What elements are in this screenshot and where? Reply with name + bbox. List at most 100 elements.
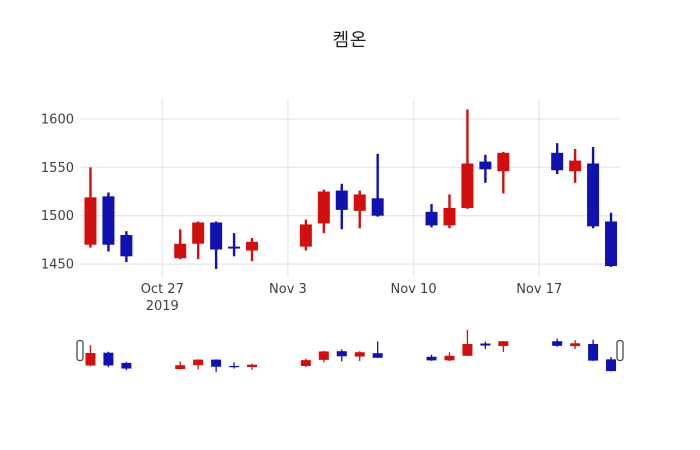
candle[interactable] [228, 233, 241, 257]
candle-body [371, 198, 384, 216]
mini-candle [247, 363, 258, 370]
candle-body [551, 152, 564, 171]
rangeslider-handle-right[interactable] [616, 339, 624, 362]
mini-candle-body [606, 359, 617, 372]
candle[interactable] [461, 109, 474, 209]
candle-body [299, 224, 312, 247]
mini-candle-body [211, 359, 222, 367]
mini-candle [103, 351, 114, 368]
mini-candle-body [588, 344, 599, 361]
mini-candle-body [300, 360, 311, 366]
mini-candle-body [247, 364, 258, 368]
candle[interactable] [210, 221, 223, 269]
mini-candle-body [103, 352, 114, 366]
candle-body [210, 222, 223, 250]
y-tick-label: 1600 [41, 113, 74, 128]
mini-candle [570, 340, 581, 350]
x-tick-label: Nov 10 [391, 282, 437, 297]
mini-candle-body [426, 356, 437, 361]
candle[interactable] [587, 147, 600, 229]
mini-candle [552, 338, 563, 347]
mini-candle [426, 354, 437, 361]
y-tick-label: 1550 [41, 161, 74, 176]
candle-body [84, 197, 97, 245]
candle-body [425, 211, 438, 226]
candle-body [443, 207, 456, 226]
mini-candle [588, 339, 599, 362]
mini-candle [444, 352, 455, 362]
candle[interactable] [497, 151, 510, 194]
x-tick-label: Oct 27 [141, 282, 184, 297]
candle-body [192, 222, 205, 244]
mini-candle [175, 361, 186, 370]
candle-body [246, 241, 259, 251]
candle[interactable] [174, 229, 187, 260]
mini-candle-body [444, 355, 455, 361]
candle[interactable] [335, 183, 348, 230]
mini-candle-body [175, 365, 186, 370]
candle[interactable] [605, 212, 618, 267]
candle-body [317, 191, 330, 224]
y-tick-label: 1500 [41, 209, 74, 224]
candle[interactable] [102, 192, 115, 252]
mini-candle-body [354, 352, 365, 357]
mini-candle [211, 359, 222, 372]
mini-candle-body [318, 351, 329, 360]
y-tick-label: 1450 [41, 258, 74, 273]
rangeslider-track[interactable] [80, 327, 620, 374]
candle[interactable] [479, 154, 492, 183]
mini-candle [606, 357, 617, 372]
candle-body [605, 221, 618, 266]
candle[interactable] [443, 194, 456, 229]
mini-candle [480, 341, 491, 350]
x-tick-sublabel: 2019 [146, 299, 179, 314]
chart-title: 켐온 [332, 30, 368, 51]
mini-candle-body [336, 351, 347, 357]
candle-body [497, 152, 510, 172]
candle-body [335, 190, 348, 210]
candle[interactable] [551, 143, 564, 175]
candle-body [353, 194, 366, 211]
mini-candle-body [552, 341, 563, 346]
mini-candle [354, 351, 365, 362]
mini-candle [121, 361, 132, 371]
x-tick-label: Nov 3 [269, 282, 307, 297]
candle[interactable] [299, 219, 312, 251]
candle-body [174, 243, 187, 259]
mini-candle-body [570, 343, 581, 347]
x-tick-label: Nov 17 [516, 282, 562, 297]
candle-body [461, 163, 474, 208]
candle[interactable] [425, 204, 438, 228]
candle[interactable] [569, 148, 582, 183]
mini-candle [229, 362, 240, 369]
candle[interactable] [353, 190, 366, 229]
mini-candle [193, 359, 204, 370]
mini-candle [336, 349, 347, 362]
mini-candle-body [498, 341, 509, 347]
mini-candle-body [480, 343, 491, 346]
mini-candle-body [372, 353, 383, 358]
candle-body [479, 161, 492, 170]
candle-body [587, 163, 600, 227]
candle-body [569, 160, 582, 172]
mini-candle-body [85, 352, 96, 366]
mini-candle [300, 358, 311, 368]
mini-candle-body [121, 362, 132, 369]
rangeslider-handle-left[interactable] [76, 339, 84, 362]
candle[interactable] [246, 237, 259, 262]
candle[interactable] [192, 221, 205, 260]
mini-candle [318, 350, 329, 363]
mini-candle-body [193, 359, 204, 366]
candle[interactable] [84, 167, 97, 248]
candle-body [228, 246, 241, 249]
mini-candle-body [229, 365, 240, 368]
mini-candle [462, 329, 473, 357]
mini-candle [85, 345, 96, 367]
candle[interactable] [120, 231, 133, 263]
candle-body [120, 235, 133, 257]
mini-candle [498, 340, 509, 352]
candle[interactable] [317, 189, 330, 234]
candle[interactable] [371, 153, 384, 217]
